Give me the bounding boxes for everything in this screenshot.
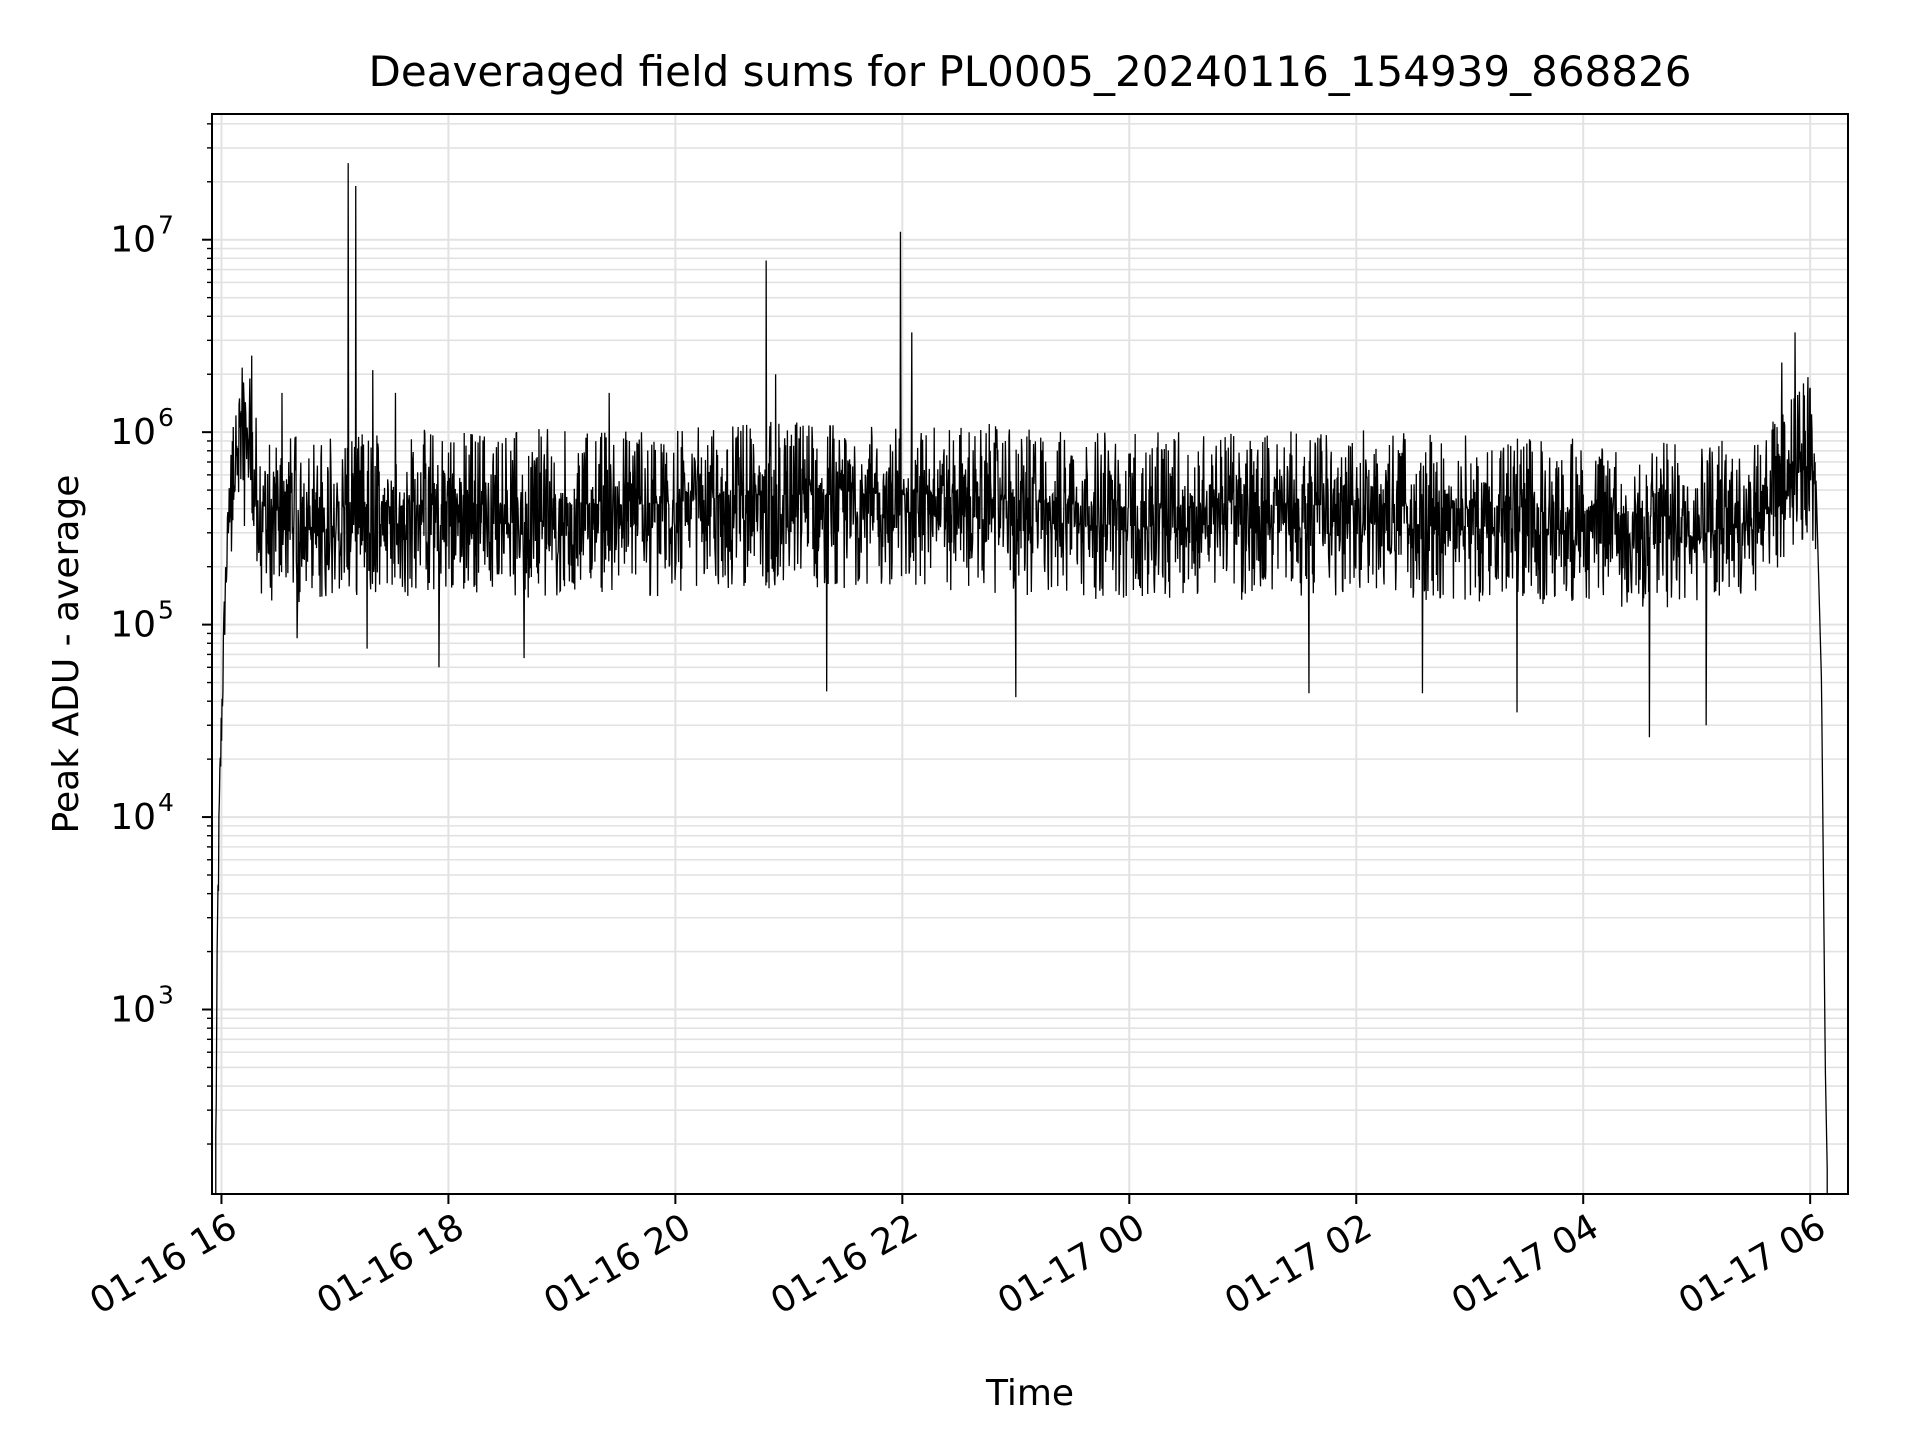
y-axis-label: Peak ADU - average <box>46 475 87 834</box>
data-layer <box>215 163 1828 1194</box>
y-tick-exponent: 3 <box>158 981 174 1010</box>
series-line <box>215 163 1828 1194</box>
y-tick-exponent: 4 <box>158 788 174 817</box>
y-tick-label: 10 <box>110 990 156 1031</box>
grid-layer <box>212 114 1848 1194</box>
y-tick-label: 10 <box>110 605 156 646</box>
y-tick-exponent: 5 <box>158 596 174 625</box>
chart-title: Deaveraged field sums for PL0005_2024011… <box>369 47 1692 96</box>
y-tick-label: 10 <box>110 220 156 261</box>
x-axis-label: Time <box>985 1373 1074 1414</box>
y-tick-label: 10 <box>110 797 156 838</box>
y-tick-exponent: 7 <box>158 211 174 240</box>
y-tick-label: 10 <box>110 412 156 453</box>
y-tick-exponent: 6 <box>158 403 174 432</box>
